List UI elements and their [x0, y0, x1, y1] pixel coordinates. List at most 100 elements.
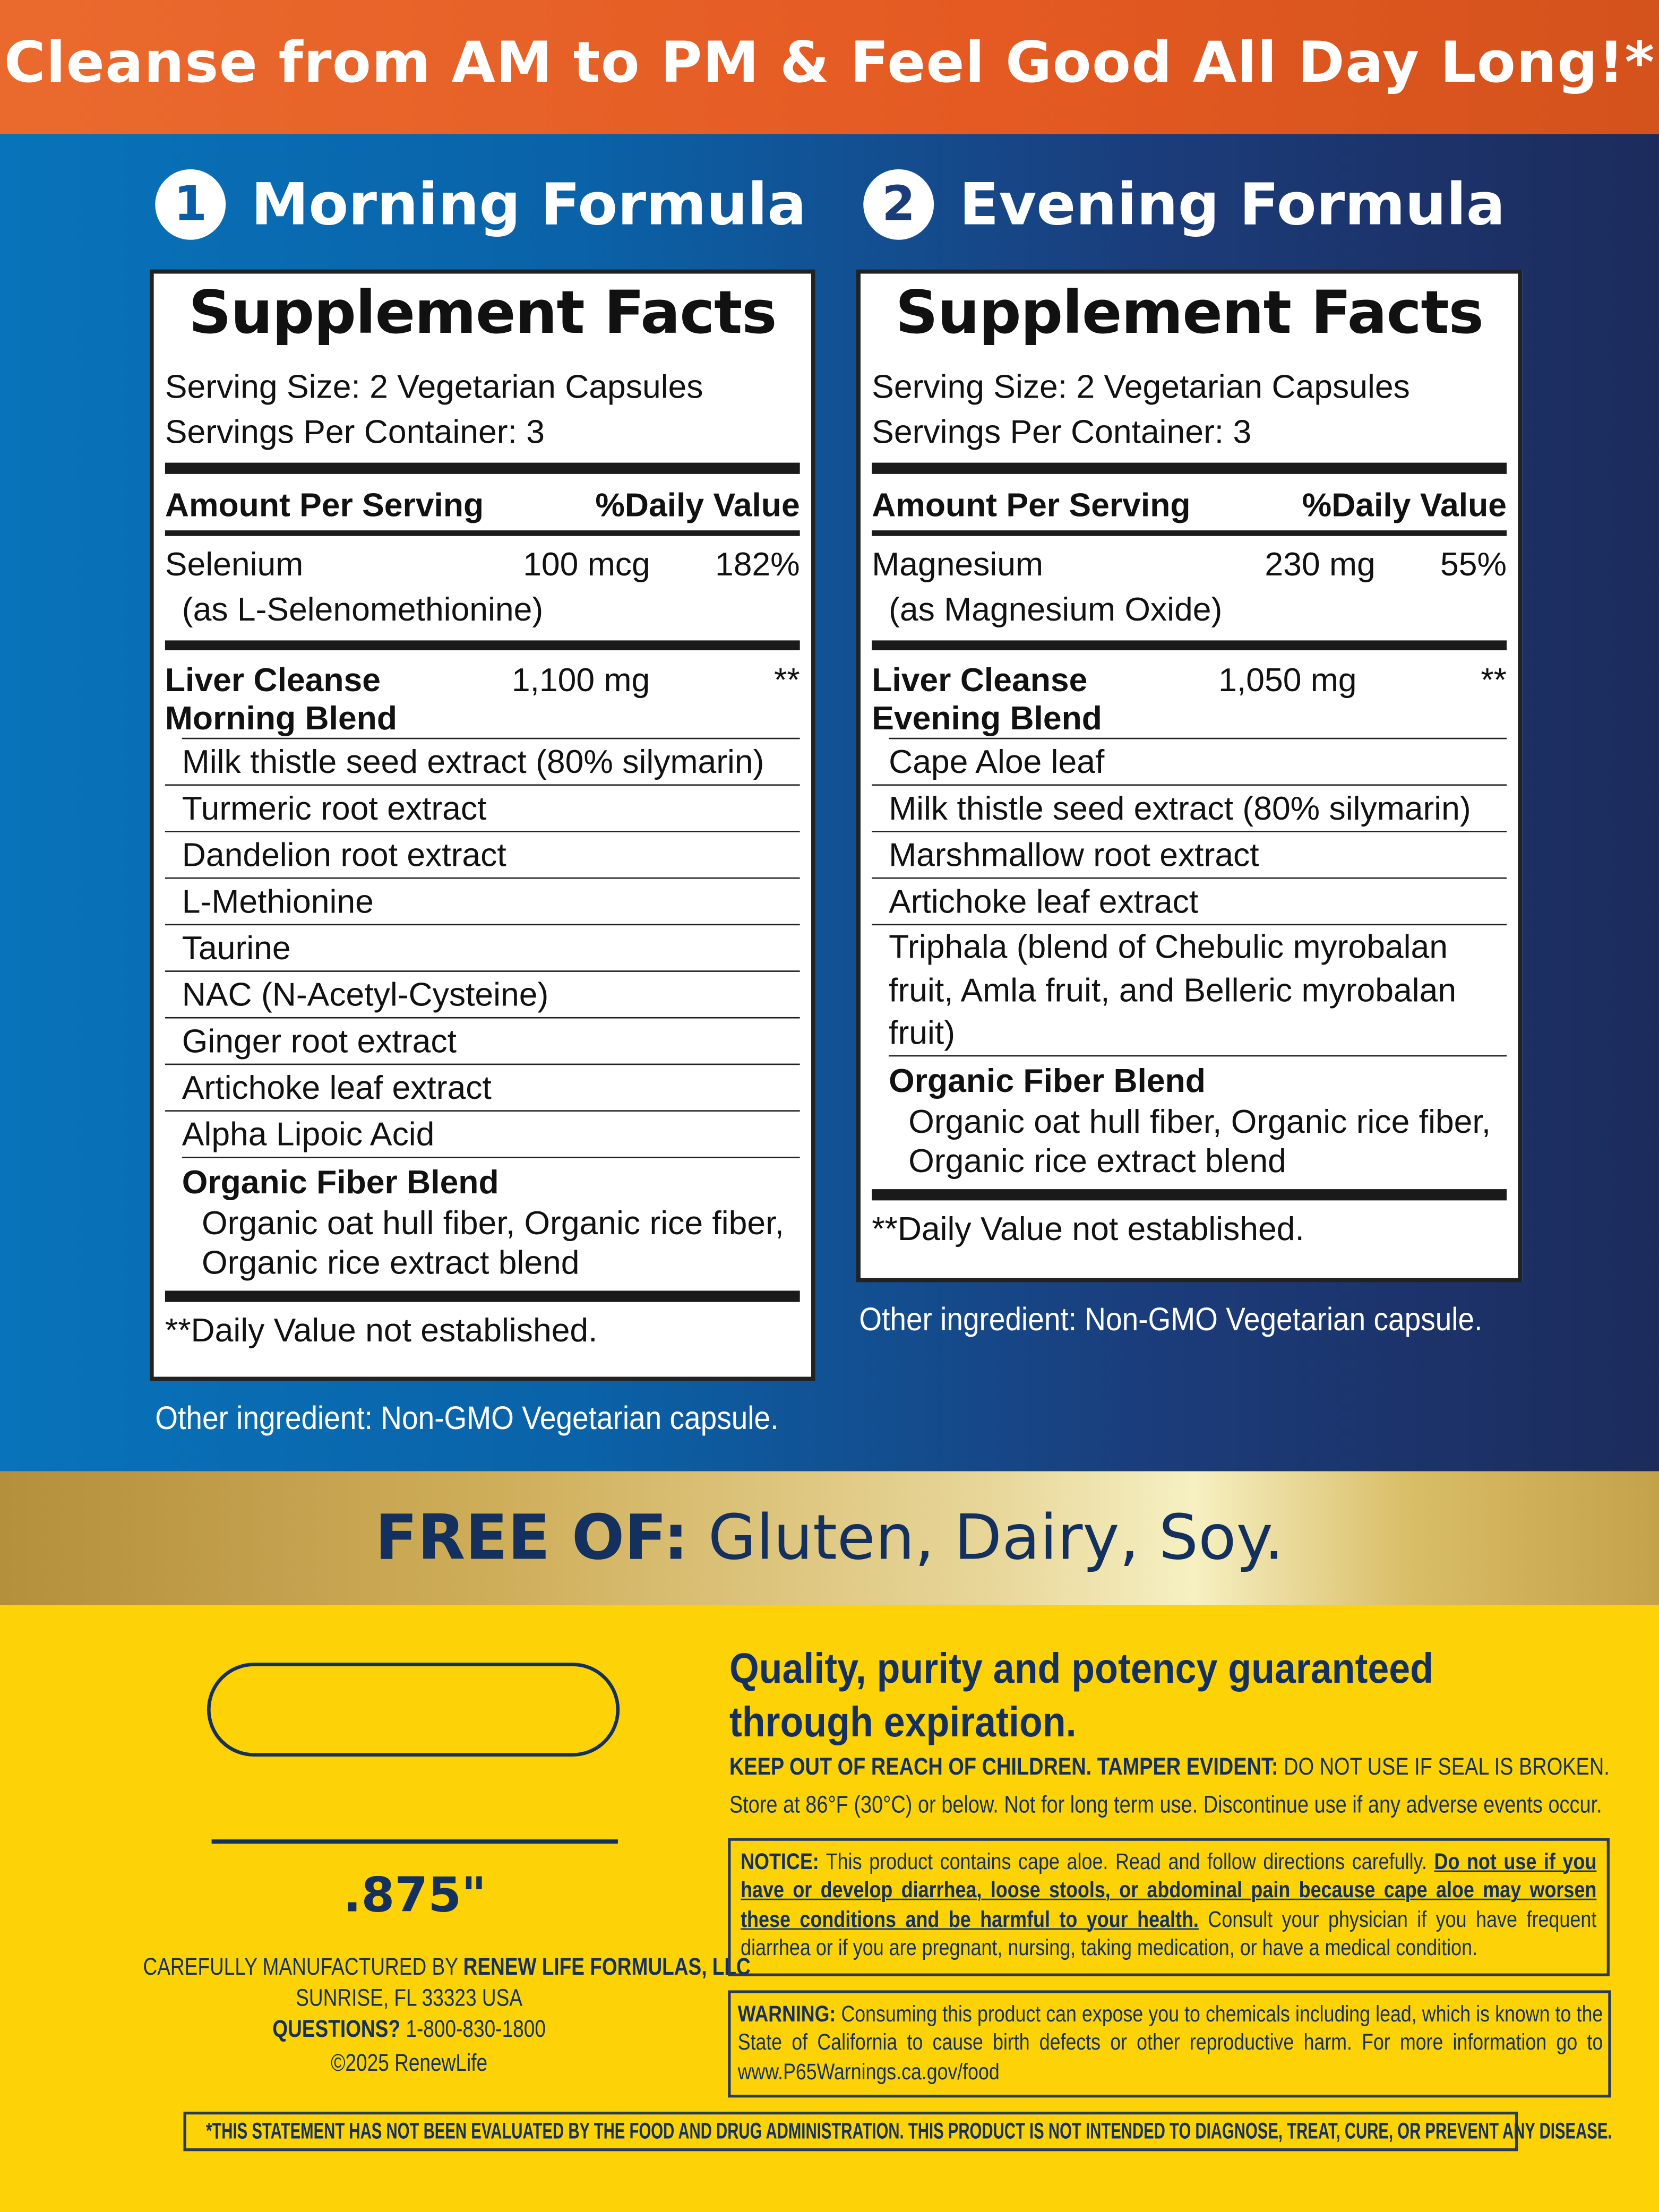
dv-header: %Daily Value [1302, 486, 1507, 523]
ingredient-item: Milk thistle seed extract (80% silymarin… [165, 739, 800, 786]
facts-title: Supplement Facts [188, 278, 777, 347]
questions-label: QUESTIONS? [272, 2016, 401, 2043]
serving-size: Serving Size: 2 Vegetarian Capsules [872, 368, 1410, 405]
quality-line-1: Quality, purity and potency guaranteed [729, 1646, 1434, 1693]
amount-header: Amount Per Serving [872, 486, 1191, 523]
quality-line-2: through expiration. [729, 1700, 1077, 1746]
amount-header: Amount Per Serving [165, 486, 484, 523]
notice-warning-text: Do not use if you have or develop diarrh… [741, 1850, 1597, 1932]
fda-disclaimer: *THIS STATEMENT HAS NOT BEEN EVALUATED B… [205, 2120, 1612, 2145]
ingredient-item: Turmeric root extract [165, 786, 800, 832]
notice-box: NOTICE: This product contains cape aloe.… [728, 1838, 1610, 1976]
ingredient-item: Cape Aloe leaf [872, 739, 1507, 786]
storage-text: Store at 86°F (30°C) or below. Not for l… [729, 1791, 1602, 1819]
ingredient-item: Artichoke leaf extract [872, 879, 1507, 926]
blend-amount: 1,100 mg [511, 661, 650, 699]
ingredient-item: Milk thistle seed extract (80% silymarin… [872, 786, 1507, 832]
morning-supplement-facts: Supplement Facts Serving Size: 2 Vegetar… [149, 269, 815, 1381]
nutrient-source: (as L-Selenomethionine) [182, 591, 544, 628]
ingredient-item: Alpha Lipoic Acid [182, 1115, 435, 1153]
divider [165, 462, 800, 474]
capsule-size: .875" [343, 1867, 487, 1924]
address: SUNRISE, FL 33323 USA [296, 1984, 523, 2012]
divider [165, 1290, 800, 1302]
quality-statement: Quality, purity and potency guaranteed t… [729, 1643, 1433, 1751]
facts-title: Supplement Facts [895, 278, 1484, 347]
notice-text-2: Consult your physician if you have frequ… [741, 1908, 1597, 1961]
blend-ingredients: Milk thistle seed extract (80% silymarin… [165, 739, 800, 1157]
nutrient-amount: 230 mg [1265, 546, 1376, 583]
nutrient-amount: 100 mcg [523, 546, 650, 583]
blend-name: Liver Cleanse [872, 661, 1088, 699]
ingredient-item: Marshmallow root extract [872, 832, 1507, 879]
notice-label: NOTICE: [741, 1850, 819, 1875]
blend-dv: ** [1481, 661, 1507, 699]
blend-name-2: Morning Blend [165, 700, 397, 737]
divider [872, 530, 1507, 536]
blend-name: Liver Cleanse [165, 661, 381, 699]
evening-supplement-facts: Supplement Facts Serving Size: 2 Vegetar… [856, 269, 1523, 1283]
manufacturer-prefix: CAREFULLY MANUFACTURED BY [143, 1953, 458, 1981]
number-badge-1: 1 [155, 169, 226, 240]
fiber-blend-name: Organic Fiber Blend [889, 1061, 1206, 1098]
divider [165, 530, 800, 536]
number-badge-2: 2 [863, 169, 934, 240]
divider [889, 737, 1507, 739]
warning-box: WARNING: Consuming this product can expo… [728, 1990, 1611, 2098]
nutrient-name: Magnesium [872, 546, 1044, 583]
divider [872, 462, 1507, 474]
blend-name-2: Evening Blend [872, 700, 1102, 737]
ingredient-item: NAC (N-Acetyl-Cysteine) [165, 972, 800, 1019]
banner-title: Cleanse from AM to PM & Feel Good All Da… [4, 31, 1655, 96]
notice-text: This product contains cape aloe. Read an… [826, 1850, 1427, 1875]
ingredient-item: Artichoke leaf extract [165, 1065, 800, 1112]
fiber-blend-desc: Organic oat hull fiber, Organic rice fib… [201, 1204, 784, 1242]
free-of-label: FREE OF: [375, 1502, 689, 1574]
blend-amount: 1,050 mg [1218, 661, 1357, 699]
nutrient-name: Selenium [165, 546, 304, 583]
top-banner: Cleanse from AM to PM & Feel Good All Da… [0, 0, 1659, 134]
footnote: **Daily Value not established. [872, 1209, 1304, 1246]
capsule-outline-icon [207, 1663, 620, 1757]
servings-per-container: Servings Per Container: 3 [872, 413, 1252, 450]
copyright: ©2025 RenewLife [331, 2050, 488, 2077]
nutrient-dv: 182% [715, 546, 800, 583]
fda-disclaimer-box: *THIS STATEMENT HAS NOT BEEN EVALUATED B… [183, 2111, 1612, 2151]
evening-formula-heading: 2 Evening Formula [863, 169, 1505, 240]
warning-label: WARNING: [737, 2003, 836, 2027]
fiber-blend-desc: Organic rice extract blend [201, 1244, 580, 1281]
free-of-items: Gluten, Dairy, Soy. [708, 1502, 1284, 1574]
divider [165, 640, 800, 651]
serving-size: Serving Size: 2 Vegetarian Capsules [165, 368, 703, 405]
tamper-label: TAMPER EVIDENT: [1097, 1753, 1278, 1780]
blend-dv: ** [774, 661, 800, 699]
fiber-blend-desc: Organic oat hull fiber, Organic rice fib… [908, 1102, 1491, 1139]
morning-title: Morning Formula [251, 170, 806, 239]
tamper-text: DO NOT USE IF SEAL IS BROKEN. [1284, 1753, 1610, 1780]
divider [872, 1188, 1507, 1200]
manufacturer-info: CAREFULLY MANUFACTURED BY RENEW LIFE FOR… [84, 1952, 750, 2079]
morning-formula-heading: 1 Morning Formula [155, 169, 806, 240]
ingredient-item: Taurine [165, 925, 800, 972]
ingredient-item: Triphala (blend of Chebulic myrobalan fr… [889, 928, 1457, 1051]
morning-other-ingredient: Other ingredient: Non-GMO Vegetarian cap… [155, 1399, 779, 1436]
blend-ingredients: Cape Aloe leaf Milk thistle seed extract … [872, 739, 1507, 1054]
ingredient-item: Ginger root extract [165, 1019, 800, 1065]
phone-number: 1-800-830-1800 [406, 2016, 546, 2043]
footnote: **Daily Value not established. [165, 1312, 598, 1349]
dv-header: %Daily Value [595, 486, 800, 523]
ingredient-item: L-Methionine [165, 879, 800, 926]
size-rule [211, 1839, 618, 1844]
safety-line: KEEP OUT OF REACH OF CHILDREN. TAMPER EV… [729, 1753, 1610, 1781]
keep-out-text: KEEP OUT OF REACH OF CHILDREN. [729, 1753, 1092, 1780]
nutrient-source: (as Magnesium Oxide) [889, 591, 1223, 628]
fiber-blend-desc: Organic rice extract blend [908, 1142, 1286, 1179]
evening-title: Evening Formula [959, 170, 1506, 239]
warning-text: Consuming this product can expose you to… [737, 2003, 1603, 2085]
divider [182, 1156, 800, 1158]
servings-per-container: Servings Per Container: 3 [165, 413, 545, 450]
ingredient-item: Dandelion root extract [165, 832, 800, 879]
divider [182, 737, 800, 739]
fiber-blend-name: Organic Fiber Blend [182, 1164, 499, 1201]
